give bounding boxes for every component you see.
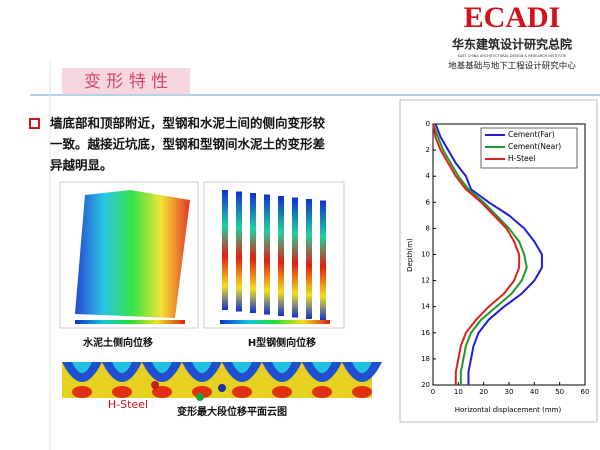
legend-label: Cement(Near) <box>508 142 561 151</box>
contour-steel <box>222 190 326 321</box>
strip-lobe <box>72 362 92 373</box>
y-axis-label: Depth(m) <box>406 238 414 272</box>
strip-lobe <box>312 362 332 373</box>
bullet-line: 墙底部和顶部附近，型钢和水泥土间的侧向变形较 <box>50 116 326 131</box>
strip-hot <box>352 386 372 398</box>
series-line <box>432 123 521 385</box>
bullet-text: 墙底部和顶部附近，型钢和水泥土间的侧向变形较一致。越接近坑底，型钢和型钢间水泥土… <box>50 116 326 173</box>
bullet-line: 一致。越接近坑底，型钢和型钢间水泥土的变形差 <box>50 137 325 152</box>
x-tick-label: 50 <box>555 388 564 396</box>
y-tick-label: 2 <box>426 146 430 154</box>
strip-lobe <box>352 362 372 373</box>
steel-column <box>222 190 228 310</box>
x-tick-label: 0 <box>431 388 435 396</box>
y-tick-label: 0 <box>426 120 430 128</box>
strip-hot <box>312 386 332 398</box>
marker <box>151 381 159 389</box>
legend-bar <box>220 320 330 324</box>
org: 华东建筑设计研究总院 <box>452 37 572 52</box>
strip-lobe <box>152 362 172 373</box>
dept: 地基基础与地下工程设计研究中心 <box>448 61 576 72</box>
x-tick-label: 10 <box>454 388 463 396</box>
series-line <box>432 123 528 385</box>
steel-column <box>278 196 284 316</box>
logo: ECADI <box>464 1 561 34</box>
steel-column <box>320 200 326 321</box>
strip-hot <box>72 386 92 398</box>
section-box <box>62 68 190 94</box>
x-tick-label: 40 <box>530 388 539 396</box>
marker <box>218 384 226 392</box>
steel-column <box>250 193 256 313</box>
strip-lobe <box>272 362 292 373</box>
y-tick-label: 8 <box>426 224 430 232</box>
steel-column <box>264 194 270 315</box>
y-tick-label: 16 <box>421 329 430 337</box>
bullet-icon <box>29 118 40 129</box>
series-line <box>434 123 543 385</box>
caption: 变形最大段位移平面云图 <box>177 405 287 418</box>
marker <box>196 393 204 401</box>
caption: 水泥土侧向位移 <box>82 336 153 349</box>
x-tick-label: 30 <box>505 388 514 396</box>
strip-lobe <box>232 362 252 373</box>
x-axis-label: Horizontal displacement (mm) <box>455 406 562 414</box>
strip-hot <box>112 386 132 398</box>
contour-strip <box>62 362 382 398</box>
bullet-line: 异越明显。 <box>50 158 113 173</box>
y-tick-label: 4 <box>426 172 431 180</box>
strip-lobe <box>112 362 132 373</box>
x-tick-label: 60 <box>581 388 590 396</box>
strip-label: H-Steel <box>108 398 148 411</box>
strip-lobe <box>192 362 212 373</box>
legend-bar <box>75 320 185 324</box>
y-tick-label: 10 <box>421 251 430 259</box>
steel-column <box>306 199 312 319</box>
legend-label: H-Steel <box>508 154 535 163</box>
strip-hot <box>272 386 292 398</box>
caption: H型钢侧向位移 <box>248 336 316 349</box>
section-title: 变 形 特 性 <box>84 72 168 92</box>
y-tick-label: 18 <box>421 355 430 363</box>
legend-label: Cement(Far) <box>508 130 555 139</box>
y-tick-label: 6 <box>426 198 431 206</box>
y-tick-label: 14 <box>421 303 430 311</box>
org-en: EAST CHINA ARCHITECTURAL DESIGN & RESEAR… <box>458 54 567 58</box>
contour-wall <box>75 190 190 318</box>
y-tick-label: 12 <box>421 277 430 285</box>
strip-hot <box>232 386 252 398</box>
steel-column <box>292 197 298 318</box>
strip-hot <box>152 386 172 398</box>
x-tick-label: 20 <box>479 388 488 396</box>
y-tick-label: 20 <box>421 381 430 389</box>
steel-column <box>236 191 242 312</box>
